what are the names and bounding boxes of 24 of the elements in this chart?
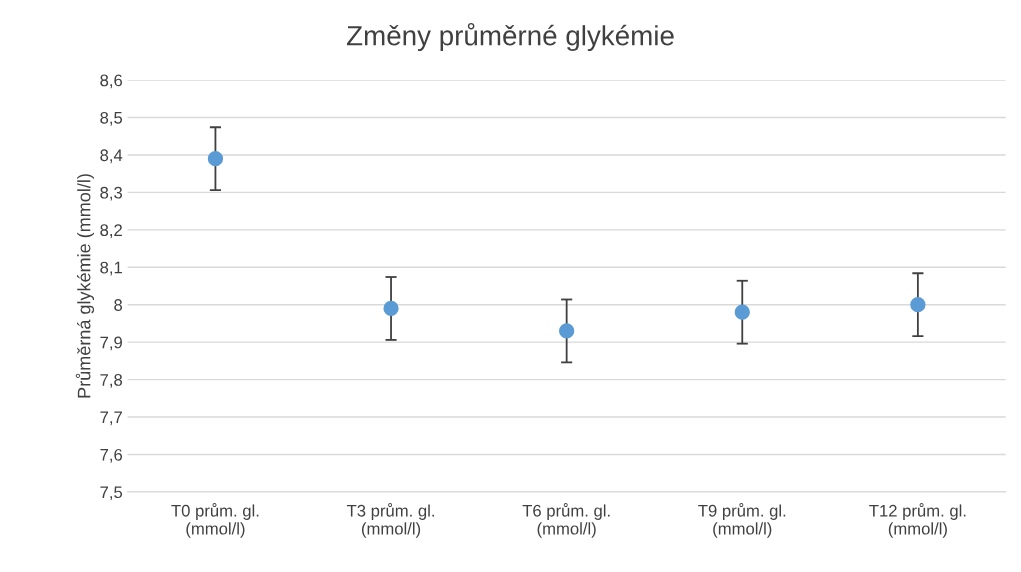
point xyxy=(383,300,399,317)
y-tick-label: 8,3 xyxy=(100,186,123,201)
y-tick-label: 7,6 xyxy=(100,448,123,463)
x-tick-label: T3 prům. gl. (mmol/l) xyxy=(346,503,434,538)
y-tick-label: 7,5 xyxy=(100,486,123,501)
point xyxy=(734,304,750,320)
y-tick-label: 8,4 xyxy=(100,149,123,164)
point xyxy=(559,323,575,339)
x-tick-label: T6 prům. gl. (mmol/l) xyxy=(522,503,610,538)
y-tick-label: 7,7 xyxy=(100,411,122,426)
y-tick-label: 7,9 xyxy=(100,336,122,351)
y-tick-label: 7,8 xyxy=(100,374,123,388)
chart-title: Změny průměrné glykémie xyxy=(346,22,674,52)
x-tick-label: T0 prům. gl. (mmol/l) xyxy=(171,503,259,538)
y-tick-label: 8 xyxy=(114,299,123,311)
y-tick-label: 8,6 xyxy=(100,74,123,89)
point xyxy=(207,151,224,167)
y-axis-title: Průměrná glykémie (mmol/l) xyxy=(75,174,95,398)
y-tick-label: 8,5 xyxy=(100,111,123,126)
x-tick-label: T12 prům. gl. (mmol/l) xyxy=(869,503,966,538)
point xyxy=(910,297,926,313)
y-tick-label: 8,1 xyxy=(100,261,122,276)
x-tick-label: T9 prům. gl. (mmol/l) xyxy=(698,503,786,538)
y-tick-label: 8,2 xyxy=(100,224,122,239)
